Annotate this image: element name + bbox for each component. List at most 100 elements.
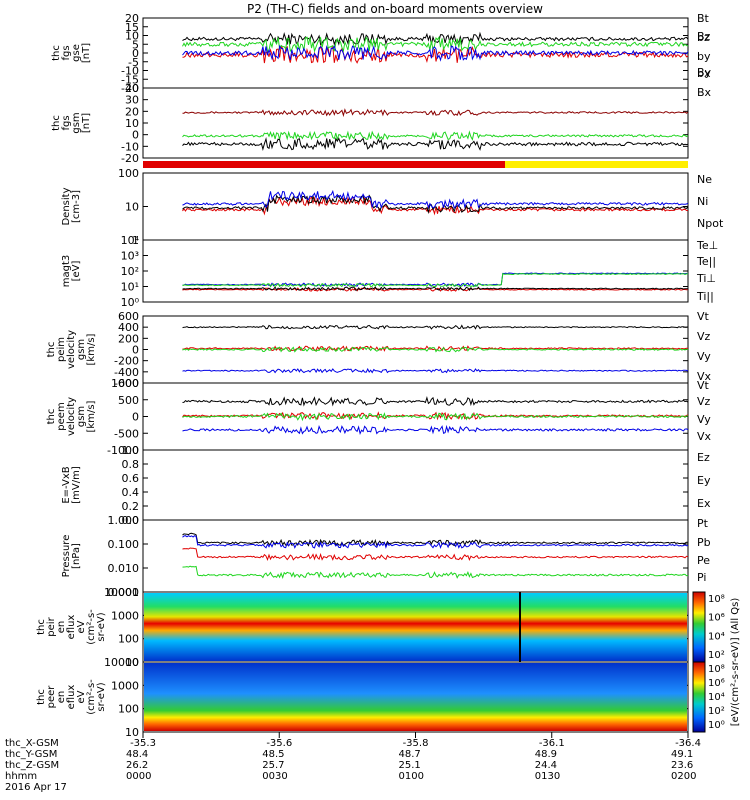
legend-vt: Vt [697, 310, 710, 323]
panel-peir_spectrogram: 10000 1000 100 10 thc peir en eflux eV (cm²-s-sr-… [36, 586, 725, 669]
xaxis-value: 25.1 [399, 760, 421, 771]
colorbar-tick: 10⁶ [708, 678, 725, 689]
series-vx [182, 424, 689, 436]
figure-title: P2 (TH-C) fields and on-board moments ov… [247, 2, 543, 16]
ylabel-line: peem [56, 402, 67, 430]
ytick-label: 0.4 [122, 486, 140, 499]
ytick-label: 1.000 [108, 514, 140, 527]
panel-peem_velocity: 1000 500 0 -500 -1000 thc peem velocity gsm [km/s… [46, 377, 712, 457]
series-bz [182, 44, 689, 64]
legend-bz: bz [697, 31, 710, 44]
legend-vy: Vy [697, 413, 711, 426]
series-bx [182, 44, 689, 62]
ylabel-line: Pressure [61, 535, 72, 578]
ylabel-line: en [56, 691, 67, 704]
ytick-label: -600 [114, 377, 139, 390]
ylabel-line: [nPa] [71, 543, 82, 569]
colorbar-tick: 10⁰ [708, 720, 725, 731]
ylabel-line: [cm-3] [71, 190, 82, 223]
legend-ni: Ni [697, 195, 708, 208]
legend-ti: Ti⊥ [696, 272, 716, 285]
legend-vt: Vt [697, 379, 710, 392]
ytick-label: 200 [118, 332, 139, 345]
series-pe [182, 565, 689, 580]
ytick-label: -10 [121, 140, 139, 153]
legend-vx: Vx [697, 370, 712, 383]
ytick-label: 30 [125, 94, 139, 107]
ylabel-line: velocity [66, 397, 77, 436]
colorbar-tick: 10² [708, 650, 725, 661]
ylabel-line: thc [36, 689, 47, 705]
ylabel-line: gsm [76, 339, 87, 360]
ytick-label: -500 [114, 427, 139, 440]
panel-pressure: 1.000 0.100 0.010 0.001 Pressure [nPa] Pt Pb Pe P… [61, 514, 711, 599]
ytick-label: 100 [118, 167, 139, 180]
colorbar-tick: 10⁴ [708, 692, 725, 703]
colorbar-tick: 10⁶ [708, 613, 725, 624]
colorbar-label: [eV/(cm²-s-sr-eV)] (All Qs) [730, 598, 741, 727]
ylabel-line: gsm [76, 406, 87, 427]
xaxis-value: 49.1 [671, 749, 693, 760]
xaxis-value: 25.7 [262, 760, 284, 771]
legend-ne: Ne [697, 173, 712, 186]
ytick-label: 5 [132, 38, 139, 51]
ylabel-line: velocity [66, 330, 77, 369]
ytick-label: 0.010 [108, 562, 140, 575]
series-vx [182, 367, 689, 374]
ytick-label: -10 [121, 65, 139, 78]
ytick-label: 20 [125, 12, 139, 25]
series-by [182, 35, 689, 53]
legend-bx: bx [697, 67, 711, 80]
ylabel-line: Density [61, 187, 72, 225]
ytick-label: 10¹ [121, 281, 139, 294]
series-ti [182, 272, 689, 288]
ytick-label: 0 [132, 411, 139, 424]
ytick-label: 0 [132, 344, 139, 357]
ylabel-line: sr-eV) [96, 682, 107, 711]
mode-bar-slow [143, 161, 505, 168]
panel-frame [142, 519, 689, 593]
legend-te: Te|| [696, 255, 716, 268]
legend-by: By [697, 66, 712, 79]
ytick-label: 400 [118, 321, 139, 334]
ytick-label: 10³ [121, 250, 139, 263]
ylabel-line: eflux [66, 685, 77, 710]
legend-bx: Bx [697, 86, 712, 99]
colorbar [692, 591, 706, 663]
panel-frame [142, 449, 689, 521]
ytick-label: 0.2 [122, 500, 140, 513]
series-te [182, 286, 689, 292]
series-bx [182, 137, 689, 151]
ytick-label: 20 [125, 105, 139, 118]
panel-frame [142, 239, 689, 303]
ylabel-line: peir [46, 616, 57, 636]
legend-ex: Ex [697, 497, 711, 510]
xaxis-value: 0130 [535, 771, 560, 782]
ytick-label: -15 [121, 73, 139, 86]
series-by [182, 130, 689, 142]
xaxis-row-label: thc_X-GSM [5, 738, 59, 749]
legend-vz: Vz [697, 395, 711, 408]
series-vt [182, 324, 689, 330]
ytick-label: 10 [125, 117, 139, 130]
ytick-label: 1000 [111, 679, 139, 692]
series-ni [182, 194, 689, 215]
series-pt [182, 532, 688, 547]
ytick-label: 10000 [104, 586, 139, 599]
ylabel-line: thc [36, 619, 47, 635]
ylabel-line: (cm²-s- [86, 609, 97, 645]
xaxis-value: 0030 [262, 771, 287, 782]
ylabel-line: [km/s] [86, 333, 97, 365]
ytick-label: -20 [121, 82, 139, 95]
panel-frame [142, 87, 689, 159]
ytick-label: 0 [132, 129, 139, 142]
ylabel-line: eV [76, 690, 87, 703]
legend-pi: Pi [697, 571, 706, 584]
xaxis-value: 48.5 [262, 749, 284, 760]
xaxis-value: -35.8 [403, 738, 429, 749]
series-ti [182, 272, 689, 287]
ytick-label: 0.6 [122, 472, 140, 485]
ytick-label: 10 [125, 726, 139, 739]
